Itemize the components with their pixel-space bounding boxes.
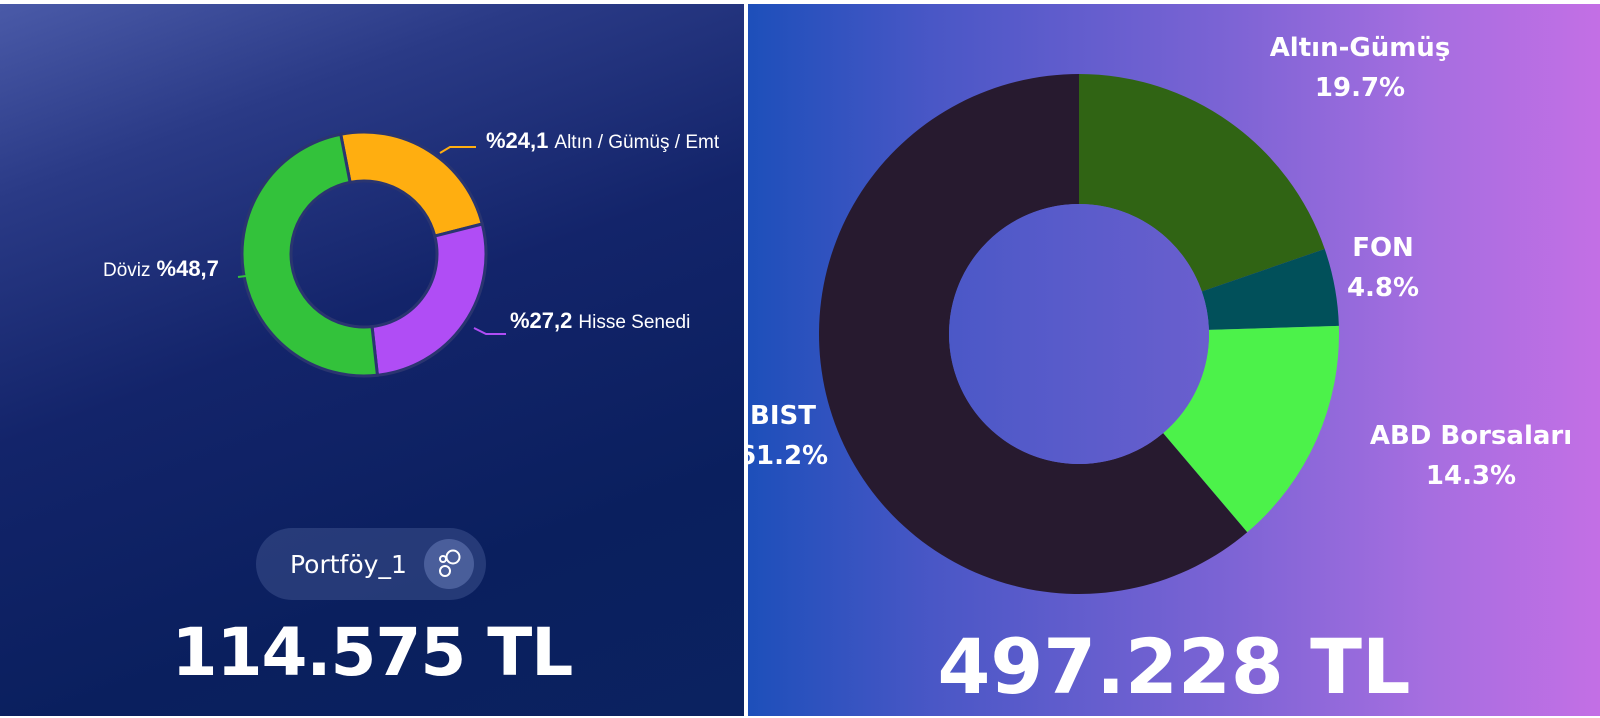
right-portfolio-panel: Altın-Gümüş 19.7% FON 4.8% ABD Borsaları…	[748, 4, 1600, 716]
label-bist: BIST 61.2%	[748, 401, 829, 471]
right-total-value: 497.228 TL	[937, 622, 1411, 711]
label-altin-gumus-emtia: %24,1 Altın / Gümüş / Emt	[486, 128, 720, 153]
label-altin-gumus: Altın-Gümüş 19.7%	[1269, 33, 1451, 103]
portfolio-switch-button[interactable]	[424, 539, 474, 589]
leader-hisse	[473, 327, 506, 335]
left-leader-lines	[237, 146, 506, 335]
donut-hole	[949, 204, 1209, 464]
slice-abd-borsalari[interactable]	[1163, 325, 1339, 533]
portfolio-name: Portföy_1	[290, 549, 407, 579]
leader-altin	[439, 146, 476, 154]
portfolio-selector[interactable]: Portföy_1	[256, 528, 486, 600]
bubbles-icon	[439, 549, 461, 577]
slice-doviz[interactable]	[240, 132, 380, 378]
label-abd-borsalari: ABD Borsaları 14.3%	[1369, 421, 1573, 491]
left-donut-chart	[237, 130, 506, 378]
slice-hisse-senedi[interactable]	[370, 222, 488, 377]
label-doviz: Döviz %48,7	[103, 256, 219, 281]
right-donut-chart	[818, 74, 1339, 595]
label-hisse-senedi: %27,2 Hisse Senedi	[510, 308, 691, 333]
left-portfolio-panel: %24,1 Altın / Gümüş / Emt %27,2 Hisse Sene…	[0, 4, 744, 716]
slice-fon[interactable]	[1201, 249, 1339, 330]
label-fon: FON 4.8%	[1346, 233, 1420, 303]
left-total-value: 114.575 TL	[171, 614, 574, 691]
slice-bist[interactable]	[818, 74, 1248, 595]
slice-altin-gumus[interactable]	[1079, 74, 1325, 292]
leader-doviz	[237, 275, 247, 278]
slice-altin-gumus-emt[interactable]	[338, 130, 485, 238]
